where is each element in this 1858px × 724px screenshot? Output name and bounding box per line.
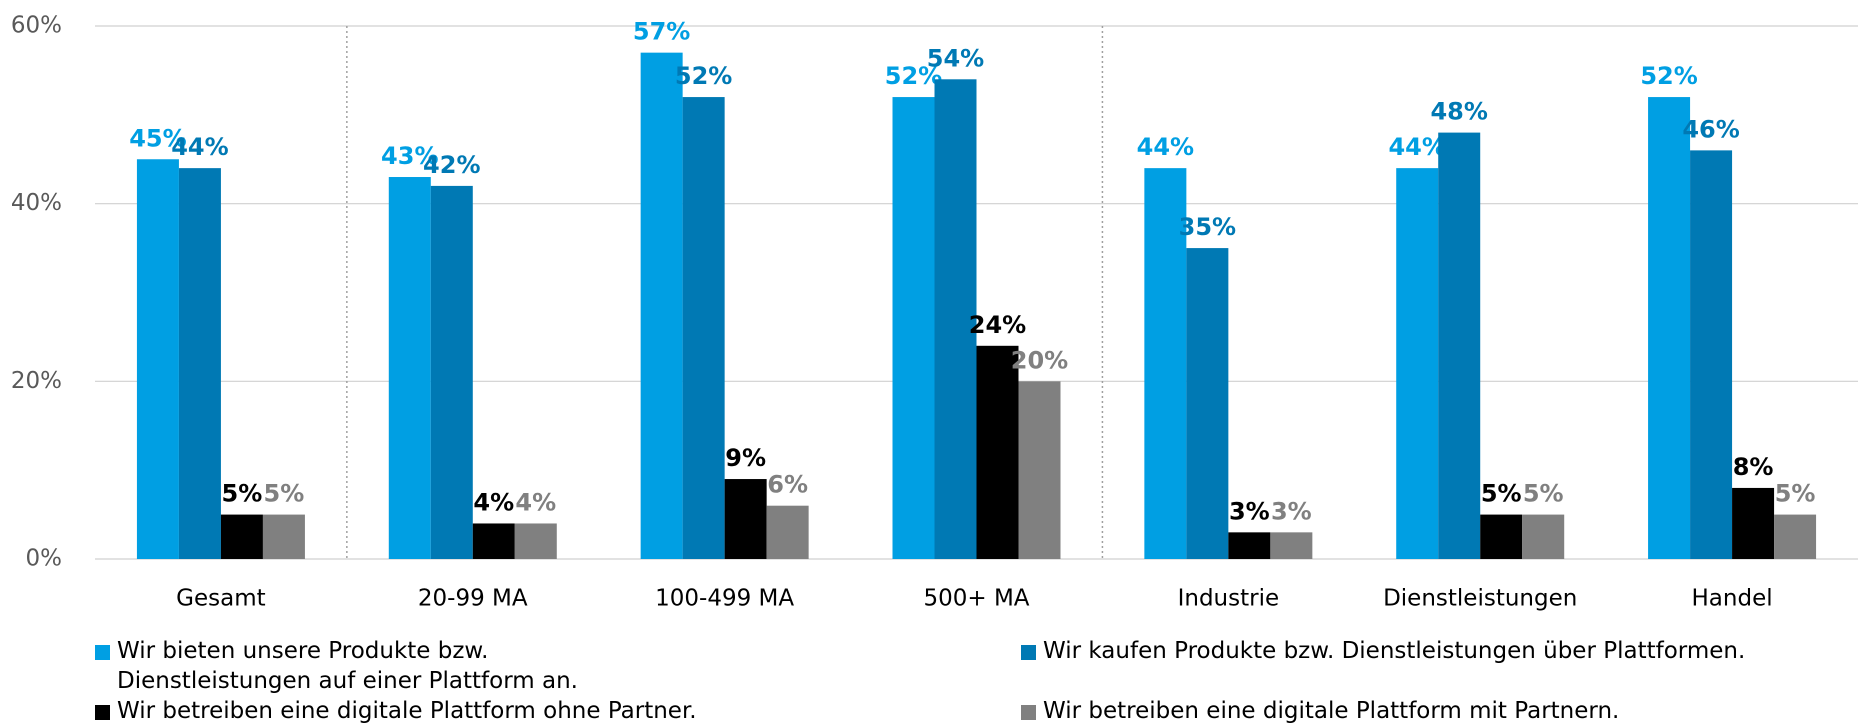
y-tick-label: 40% — [11, 190, 62, 216]
legend-label: Wir betreiben eine digitale Plattform mi… — [1043, 698, 1620, 724]
legend-swatch — [1021, 645, 1036, 660]
y-tick-label: 0% — [26, 546, 63, 572]
legend-item: Wir kaufen Produkte bzw. Dienstleistunge… — [1021, 636, 1745, 666]
x-tick-label: Gesamt — [176, 586, 265, 612]
bar — [1480, 514, 1523, 559]
bar — [1270, 532, 1313, 559]
data-label: 9% — [725, 444, 766, 472]
data-label: 46% — [1682, 115, 1739, 143]
bar — [1438, 132, 1481, 559]
data-label: 5% — [1523, 480, 1564, 508]
bar — [766, 505, 809, 559]
data-label: 52% — [675, 62, 732, 90]
legend-label: Wir betreiben eine digitale Plattform oh… — [117, 698, 697, 724]
data-label: 52% — [885, 62, 942, 90]
data-label: 3% — [1271, 497, 1312, 525]
data-label: 42% — [423, 151, 480, 179]
bar — [1144, 168, 1187, 559]
bar — [262, 514, 305, 559]
data-label: 44% — [171, 133, 228, 161]
bar — [976, 345, 1019, 559]
data-label: 5% — [1775, 480, 1816, 508]
x-tick-label: Handel — [1692, 586, 1773, 612]
data-label: 5% — [264, 480, 305, 508]
data-label: 4% — [473, 488, 514, 516]
legend-item: Wir betreiben eine digitale Plattform mi… — [1021, 696, 1619, 724]
x-tick-label: 20-99 MA — [418, 586, 528, 612]
bar — [472, 523, 515, 559]
bar — [136, 159, 179, 559]
bar — [682, 97, 725, 560]
bar — [640, 52, 683, 560]
bar — [724, 479, 767, 559]
bar — [1774, 514, 1817, 559]
bar — [1186, 248, 1229, 560]
data-label: 54% — [927, 44, 984, 72]
data-label: 3% — [1229, 497, 1270, 525]
x-tick-label: 500+ MA — [923, 586, 1029, 612]
data-label: 52% — [1640, 62, 1697, 90]
bar — [1648, 97, 1691, 560]
data-label: 44% — [1388, 133, 1445, 161]
bar — [1732, 487, 1775, 559]
legend-swatch — [95, 645, 110, 660]
x-tick-label: Industrie — [1178, 586, 1280, 612]
y-tick-label: 20% — [11, 368, 62, 394]
bar — [934, 79, 977, 560]
x-tick-label: 100-499 MA — [655, 586, 794, 612]
bar — [892, 97, 935, 560]
bar — [220, 514, 263, 559]
bar — [514, 523, 557, 559]
data-label: 24% — [969, 311, 1026, 339]
legend-item: Wir betreiben eine digitale Plattform oh… — [95, 696, 697, 724]
bar — [1018, 381, 1061, 559]
legend-swatch — [1021, 705, 1036, 720]
bar — [178, 168, 221, 559]
legend-swatch — [95, 705, 110, 720]
data-label: 44% — [1137, 133, 1194, 161]
legend-label: Wir kaufen Produkte bzw. Dienstleistunge… — [1043, 638, 1746, 664]
data-label: 6% — [767, 471, 808, 499]
data-label: 57% — [633, 18, 690, 46]
data-label: 35% — [1179, 213, 1236, 241]
data-label: 8% — [1733, 453, 1774, 481]
bar — [430, 185, 473, 559]
x-tick-label: Dienstleistungen — [1383, 586, 1577, 612]
bar — [1396, 168, 1439, 559]
data-label: 4% — [515, 488, 556, 516]
data-label: 43% — [381, 142, 438, 170]
data-label: 48% — [1430, 98, 1487, 126]
bar — [388, 177, 431, 559]
data-label: 45% — [129, 124, 186, 152]
y-tick-label: 60% — [11, 13, 62, 39]
bar — [1228, 532, 1271, 559]
data-label: 5% — [1481, 480, 1522, 508]
data-label: 5% — [222, 480, 263, 508]
legend-label: Wir bieten unsere Produkte bzw. Dienstle… — [117, 638, 578, 694]
legend-item: Wir bieten unsere Produkte bzw. Dienstle… — [95, 636, 587, 696]
data-label: 20% — [1011, 346, 1068, 374]
bar — [1522, 514, 1565, 559]
bar — [1690, 150, 1733, 559]
